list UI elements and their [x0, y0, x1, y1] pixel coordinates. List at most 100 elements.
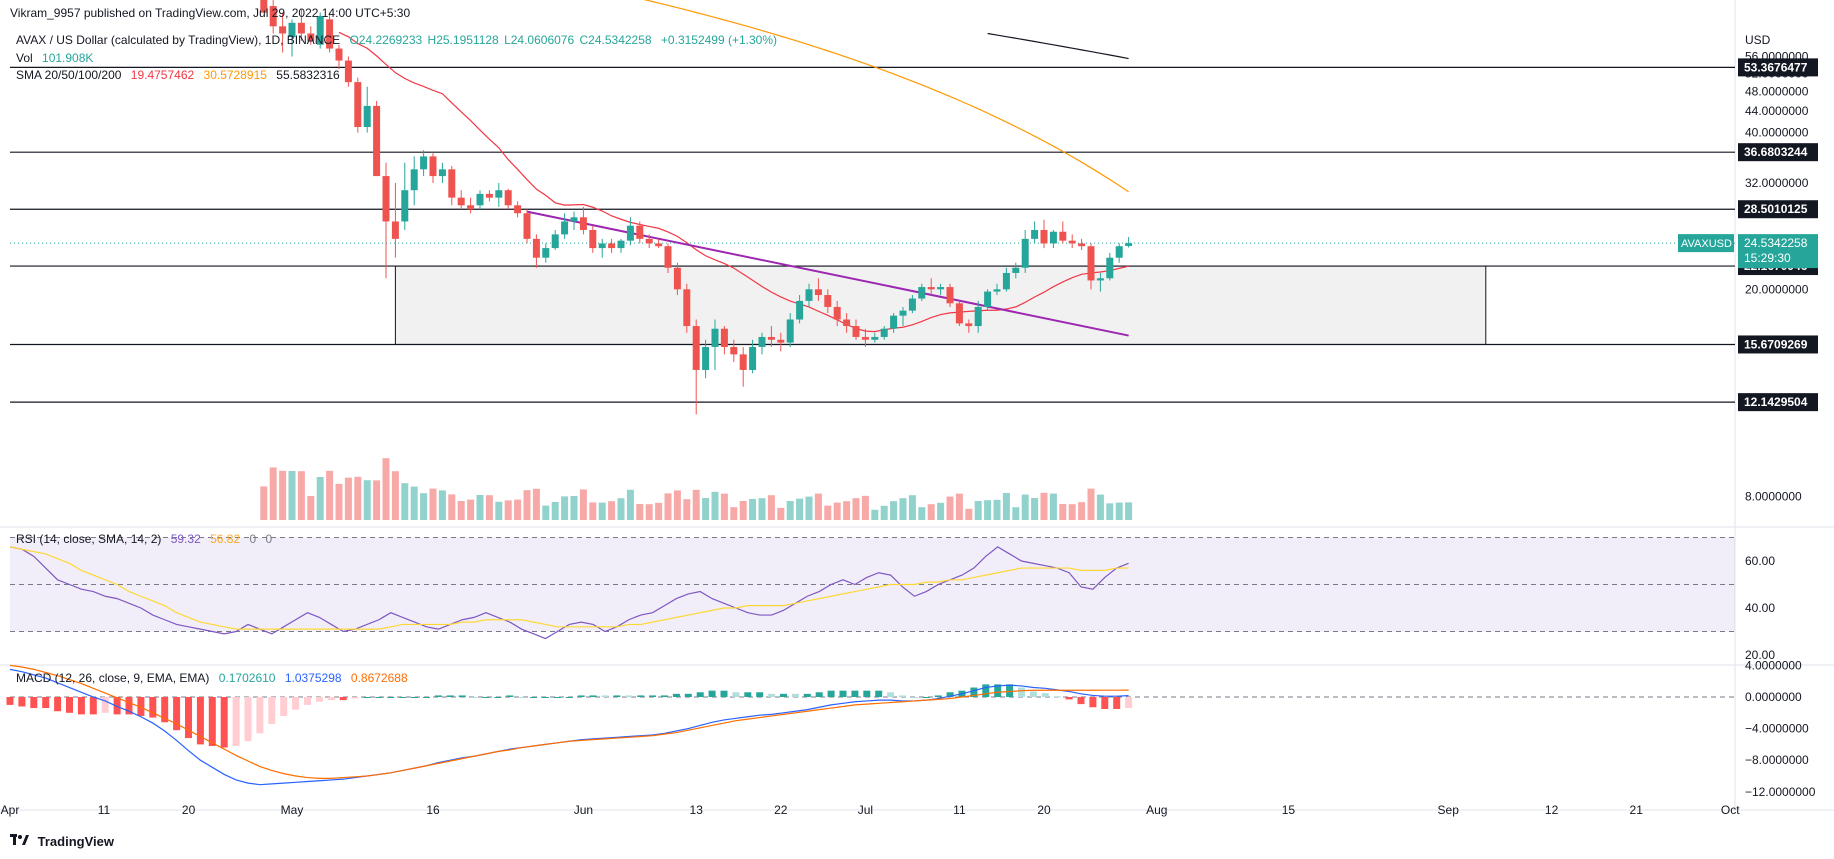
time-tick-label: May [281, 803, 304, 817]
volume-bar [965, 508, 973, 520]
sma-legend[interactable]: SMA 20/50/100/200 19.4757462 30.5728915 … [16, 68, 346, 82]
macd-histogram-bar [6, 697, 14, 705]
price-axis[interactable]: 56.000000052.000000048.000000044.0000000… [1678, 33, 1818, 504]
macd-histogram-bar [185, 697, 192, 739]
candle [279, 12, 287, 53]
candle [1125, 237, 1133, 248]
rsi-ma-line [9, 546, 1129, 630]
candle-body [307, 33, 315, 41]
candle [720, 326, 728, 355]
volume-bar [354, 476, 362, 520]
rsi-tick-label: 60.00 [1745, 554, 1775, 568]
sma-label: SMA 20/50/100/200 [16, 68, 122, 82]
volume-bar [1059, 504, 1067, 520]
candle-body [636, 225, 644, 239]
candle [861, 328, 869, 347]
macd-histogram-bar [946, 692, 954, 697]
macd-histogram-bar [77, 697, 85, 715]
volume-bar [504, 500, 512, 520]
candle [993, 283, 1001, 296]
candle-body [711, 328, 719, 347]
macd-histogram-bar [66, 697, 73, 713]
candle-body [946, 287, 954, 304]
candle [401, 162, 409, 230]
candle [692, 319, 700, 415]
candle-body [420, 156, 428, 170]
candle-body [730, 346, 738, 355]
macd-histogram-bar [661, 695, 668, 697]
ohlc-close: C24.5342258 [579, 33, 652, 47]
candle-body [626, 225, 634, 241]
candles-layer[interactable] [260, 0, 1133, 415]
candle [1059, 221, 1067, 244]
macd-histogram-bar [244, 697, 252, 742]
volume-bar [467, 499, 475, 520]
candle-body [335, 48, 343, 61]
symbol-title[interactable]: AVAX / US Dollar (calculated by TradingV… [16, 33, 341, 47]
candle-body [363, 105, 371, 127]
macd-histogram-bar [113, 697, 121, 715]
candle [1031, 221, 1039, 244]
candle-body [673, 267, 681, 290]
macd-histogram-bar [1089, 697, 1097, 708]
volume-bar [1002, 492, 1010, 520]
candle [890, 313, 898, 333]
time-axis[interactable]: Apr 11 20 May 16 Jun 13 22 Jul 11 20 Aug 15 Sep 12 21 Oc… [1, 803, 1741, 817]
macd-histogram-bar [720, 690, 728, 697]
candle-body [401, 190, 409, 222]
level-price-tag [1738, 143, 1818, 162]
volume-bar [1115, 502, 1123, 520]
volume-bar [344, 477, 352, 520]
volume-bar [495, 501, 503, 520]
tradingview-logo-icon [10, 834, 30, 849]
candle [495, 183, 503, 207]
tradingview-footer[interactable]: TradingView [10, 834, 114, 849]
macd-histogram-bar [446, 695, 454, 697]
candle [1106, 252, 1114, 281]
macd-histogram-bar [553, 697, 561, 698]
candle [683, 283, 691, 333]
volume-bar [824, 505, 832, 520]
bar-countdown-label: 15:29:30 [1744, 251, 1791, 265]
candle [335, 44, 343, 69]
macd-signal-value: 0.8672688 [350, 671, 408, 685]
candle [1040, 219, 1048, 249]
macd-histogram-bar [899, 695, 906, 697]
candle [927, 278, 935, 296]
rsi-tick-label: 20.00 [1745, 648, 1775, 662]
symbol-legend[interactable]: AVAX / US Dollar (calculated by TradingV… [16, 33, 783, 47]
macd-label: MACD (12, 26, close, 9, EMA, EMA) [16, 671, 210, 685]
candle-body [908, 298, 916, 311]
time-tick-label: 21 [1630, 803, 1644, 817]
candle [485, 190, 493, 202]
rsi-legend[interactable]: RSI (14, close, SMA, 14, 2) 59.32 56.82 … [16, 532, 278, 546]
volume-bar [890, 501, 898, 520]
candle-body [871, 336, 879, 340]
candle-body [796, 300, 804, 320]
candle [561, 213, 569, 239]
macd-histogram-bar [482, 697, 490, 698]
macd-histogram-bar [101, 697, 109, 713]
macd-histogram-bar [530, 697, 538, 698]
macd-histogram-bar [1125, 697, 1133, 709]
macd-histogram-bar [89, 697, 97, 715]
sma-50-value: 30.5728915 [203, 68, 267, 82]
volume-bar [1078, 502, 1086, 520]
volume-legend[interactable]: Vol 101.908K [16, 51, 99, 65]
volume-bar [429, 488, 437, 520]
consolidation-zone-layer [394, 265, 1487, 345]
volume-bar [561, 496, 569, 520]
volume-bar [570, 495, 578, 520]
macd-histogram-bar [387, 697, 395, 698]
volume-bar [814, 493, 822, 520]
macd-histogram-bar [458, 695, 466, 697]
level-price-label: 36.6803244 [1744, 145, 1808, 159]
time-tick-label: Apr [1, 803, 20, 817]
volume-bar [391, 471, 399, 520]
macd-legend[interactable]: MACD (12, 26, close, 9, EMA, EMA) 0.1702… [16, 671, 414, 685]
volume-bar [861, 495, 869, 520]
volume-bar [382, 458, 390, 520]
macd-tick-label: 4.0000000 [1745, 658, 1802, 672]
price-tick-label: 32.0000000 [1745, 176, 1809, 190]
